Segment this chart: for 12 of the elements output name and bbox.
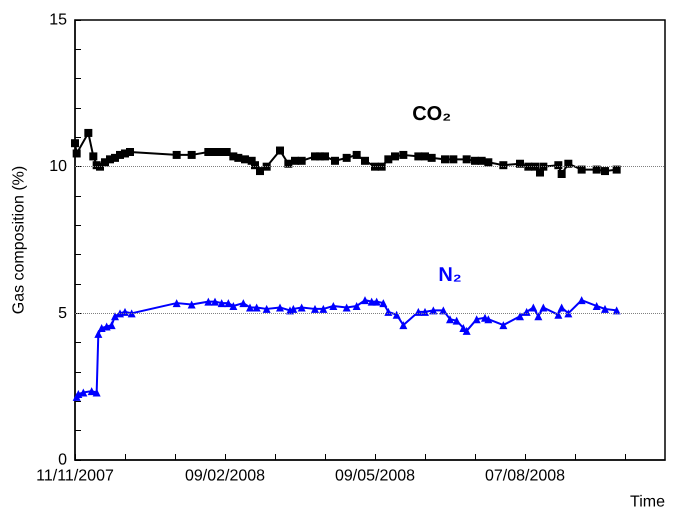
series-label: CO₂ xyxy=(412,102,452,125)
series-label: N₂ xyxy=(438,264,462,286)
x-tick-label: 09/05/2008 xyxy=(334,468,416,484)
y-tick-label: 5 xyxy=(58,304,68,322)
y-tick-label: 10 xyxy=(49,158,68,176)
x-axis-title: Time xyxy=(630,494,666,510)
x-tick-label: 11/11/2007 xyxy=(36,468,114,484)
x-tick-label: 07/08/2008 xyxy=(484,468,566,484)
y-tick-label: 0 xyxy=(58,452,68,468)
y-axis-title: Gas composition (%) xyxy=(10,166,28,314)
x-tick-label: 09/02/2008 xyxy=(184,468,266,484)
y-tick-label: 15 xyxy=(49,12,68,28)
